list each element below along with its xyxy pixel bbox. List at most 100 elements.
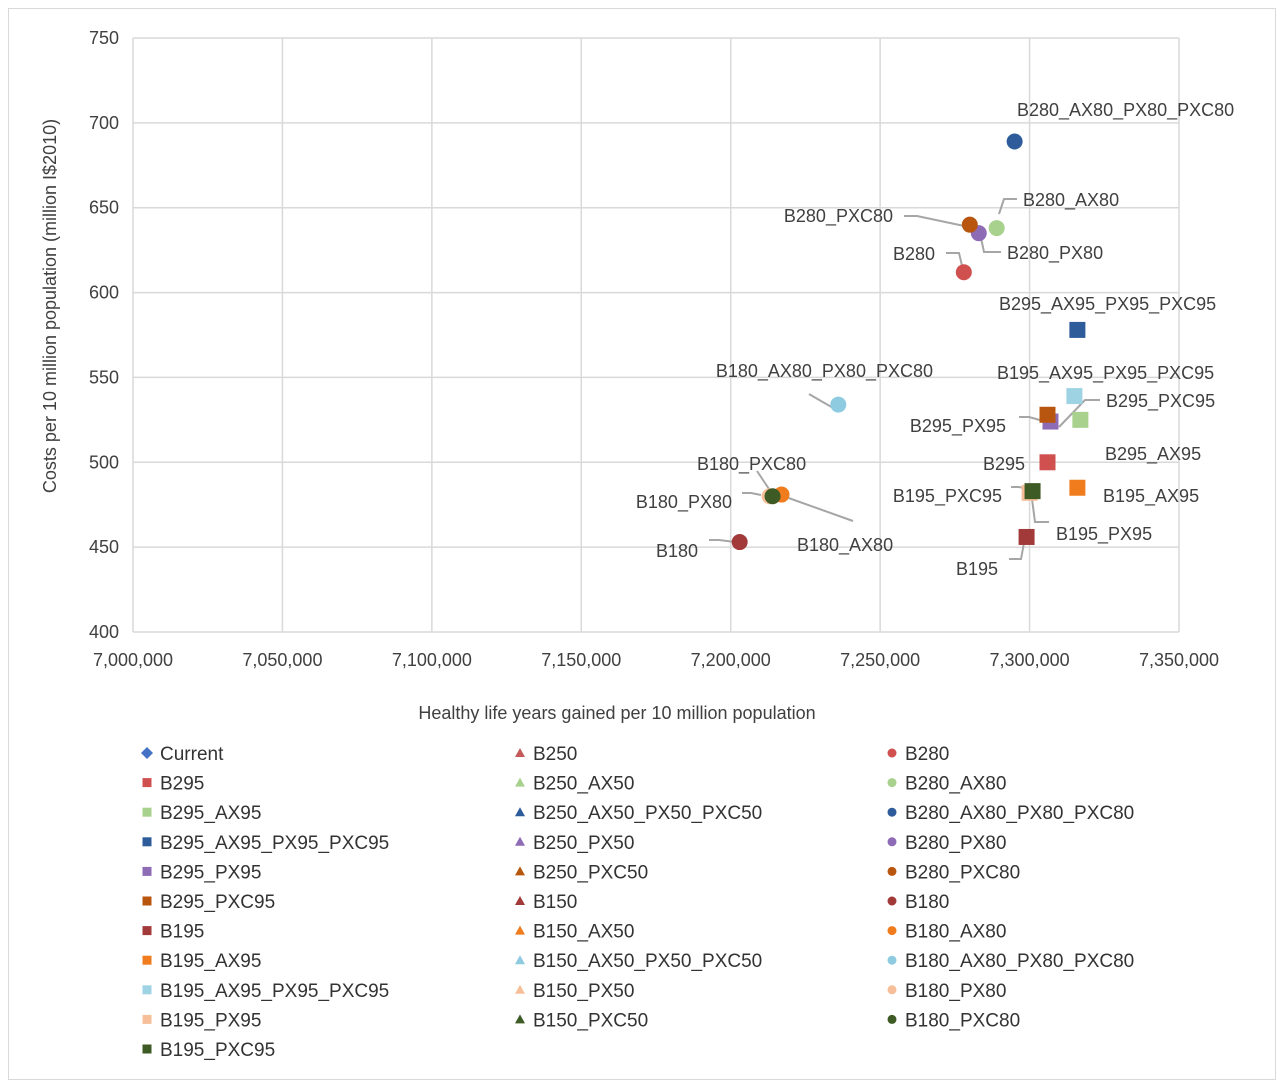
label-b180-ax80: B180_AX80 — [797, 535, 893, 556]
legend-marker — [515, 836, 525, 846]
x-tick-label: 7,300,000 — [990, 650, 1070, 670]
leader-b195-px95 — [1031, 498, 1049, 523]
legend-label: B150_AX50 — [533, 922, 634, 943]
legend-item-b250-pxc50: B250_PXC50 — [515, 862, 648, 883]
leader-b280-pxc80 — [904, 215, 970, 228]
legend-label: B280_AX80_PX80_PXC80 — [905, 803, 1134, 824]
legend-item-b195-pxc95: B195_PXC95 — [142, 1040, 275, 1061]
legend-label: Current — [160, 744, 224, 765]
label-b280: B280 — [893, 244, 935, 264]
legend-marker — [515, 925, 525, 935]
label-b295-px95: B295_PX95 — [910, 416, 1006, 437]
label-b180-ax80-px80-pxc80: B180_AX80_PX80_PXC80 — [716, 361, 933, 382]
legend-marker — [142, 926, 152, 936]
legend-item-b195-ax95: B195_AX95 — [142, 951, 261, 972]
legend-marker — [887, 955, 897, 965]
legend-marker — [142, 896, 152, 906]
leader-b180-ax80-px80-pxc80 — [808, 393, 836, 410]
legend-item-b195-px95: B195_PX95 — [142, 1010, 261, 1031]
legend-marker — [142, 1044, 152, 1054]
legend-label: B280 — [905, 744, 949, 765]
legend-item-b295-ax95: B295_AX95 — [142, 803, 261, 824]
label-b195-pxc95: B195_PXC95 — [893, 486, 1002, 507]
legend-item-b250-px50: B250_PX50 — [515, 833, 634, 854]
legend-label: B180_AX80 — [905, 922, 1006, 943]
label-b295-ax95-px95-pxc95: B295_AX95_PX95_PXC95 — [999, 294, 1216, 315]
legend-item-b150-ax50-px50-pxc50: B150_AX50_PX50_PXC50 — [515, 951, 762, 972]
point-b295 — [1039, 454, 1056, 471]
point-b280-ax80 — [988, 220, 1005, 237]
legend-item-b180: B180 — [887, 892, 949, 913]
legend-marker — [515, 777, 525, 787]
label-b295-ax95: B295_AX95 — [1105, 444, 1201, 465]
y-tick-label: 500 — [89, 452, 119, 472]
leader-b180-pxc80 — [756, 470, 770, 490]
legend-marker — [142, 837, 152, 847]
legend-marker — [887, 926, 897, 936]
y-tick-label: 450 — [89, 537, 119, 557]
legend-label: B195_AX95_PX95_PXC95 — [160, 981, 389, 1002]
legend-label: B250_AX50_PX50_PXC50 — [533, 803, 762, 824]
legend-marker — [515, 1014, 525, 1024]
legend-marker — [887, 748, 897, 758]
label-b280-ax80: B280_AX80 — [1023, 190, 1119, 211]
legend-marker — [887, 778, 897, 788]
data-points — [731, 133, 1089, 551]
point-b295-ax95-px95-pxc95 — [1069, 321, 1086, 338]
leader-b295-pxc95 — [1058, 399, 1100, 428]
x-tick-label: 7,250,000 — [840, 650, 920, 670]
legend-item-b150-px50: B150_PX50 — [515, 981, 634, 1002]
legend-marker — [142, 866, 152, 876]
label-b180-px80: B180_PX80 — [636, 492, 732, 513]
y-tick-label: 600 — [89, 283, 119, 303]
legend-item-b280-pxc80: B280_PXC80 — [887, 862, 1020, 883]
y-tick-label: 700 — [89, 113, 119, 133]
label-b195-ax95-px95-pxc95: B195_AX95_PX95_PXC95 — [997, 363, 1214, 384]
legend-label: B195_PXC95 — [160, 1040, 275, 1061]
point-b280-ax80-px80-pxc80 — [1006, 133, 1023, 150]
legend-item-b195: B195 — [142, 922, 204, 943]
legend-item-b195-ax95-px95-pxc95: B195_AX95_PX95_PXC95 — [142, 981, 389, 1002]
legend-item-b250: B250 — [515, 744, 577, 765]
legend-label: B195 — [160, 922, 204, 943]
label-b280-px80: B280_PX80 — [1007, 243, 1103, 264]
legend-label: B280_PXC80 — [905, 862, 1020, 883]
legend-marker — [142, 955, 152, 965]
legend-label: B295_AX95_PX95_PXC95 — [160, 833, 389, 854]
point-b180-pxc80 — [764, 488, 781, 505]
point-b195 — [1018, 528, 1035, 545]
legend-label: B280_AX80 — [905, 774, 1006, 795]
legend-label: B280_PX80 — [905, 833, 1006, 854]
legend-label: B195_PX95 — [160, 1010, 261, 1031]
label-b195: B195 — [956, 559, 998, 579]
point-b295-ax95 — [1072, 411, 1089, 428]
legend-marker — [887, 837, 897, 847]
legend-label: B195_AX95 — [160, 951, 261, 972]
x-axis-title: Healthy life years gained per 10 million… — [418, 703, 815, 723]
legend-label: B295_PX95 — [160, 862, 261, 883]
legend-label: B150_PXC50 — [533, 1010, 648, 1031]
legend-marker — [142, 778, 152, 788]
legend-label: B295_PXC95 — [160, 892, 275, 913]
legend-marker — [515, 896, 525, 905]
legend-item-b295-ax95-px95-pxc95: B295_AX95_PX95_PXC95 — [142, 833, 389, 854]
label-b195-ax95: B195_AX95 — [1103, 486, 1199, 507]
legend-marker — [515, 984, 525, 994]
x-tick-label: 7,000,000 — [93, 650, 173, 670]
legend-marker — [142, 807, 152, 817]
point-b280 — [955, 264, 972, 281]
legend-item-b280-ax80-px80-pxc80: B280_AX80_PX80_PXC80 — [887, 803, 1134, 824]
legend-item-b250-ax50: B250_AX50 — [515, 774, 634, 795]
legend-item-b180-pxc80: B180_PXC80 — [887, 1010, 1020, 1031]
legend-item-b180-px80: B180_PX80 — [887, 981, 1006, 1002]
legend-item-b295-pxc95: B295_PXC95 — [142, 892, 275, 913]
legend-item-b150-ax50: B150_AX50 — [515, 922, 634, 943]
legend-label: B150_AX50_PX50_PXC50 — [533, 951, 762, 972]
legend-item-b295-px95: B295_PX95 — [142, 862, 261, 883]
y-axis-title: Costs per 10 million population (million… — [40, 119, 60, 493]
legend-label: B250_PXC50 — [533, 862, 648, 883]
x-tick-label: 7,100,000 — [392, 650, 472, 670]
point-b180 — [731, 534, 748, 551]
point-b180-ax80-px80-pxc80 — [830, 396, 847, 413]
legend-item-b280: B280 — [887, 744, 949, 765]
